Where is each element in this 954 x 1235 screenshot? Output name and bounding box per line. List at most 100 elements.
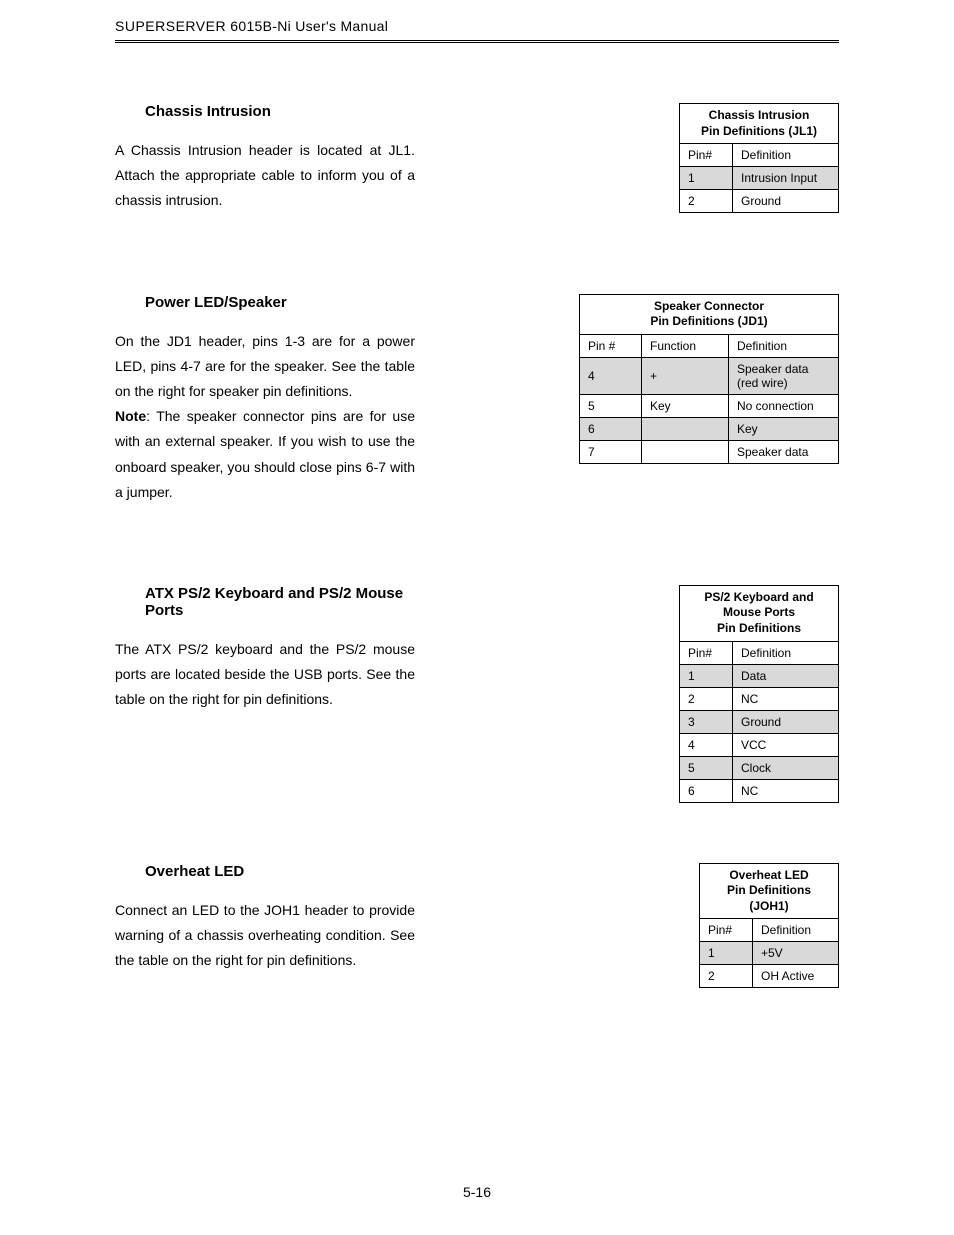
ps2-col1: Pin# [680,641,733,664]
cell: Key [642,394,729,417]
table-row: 6 Key [580,417,839,440]
section-chassis-intrusion: Chassis Intrusion A Chassis Intrusion he… [115,103,839,214]
speaker-col3: Definition [729,334,839,357]
section-overheat: Overheat LED Connect an LED to the JOH1 … [115,863,839,989]
ps2-table-col: PS/2 Keyboard and Mouse Ports Pin Defini… [455,585,839,803]
speaker-table: Speaker Connector Pin Definitions (JD1) … [579,294,839,464]
table-row: 5 Key No connection [580,394,839,417]
cell: Ground [733,190,839,213]
overheat-col1: Pin# [700,919,753,942]
cell: 2 [680,190,733,213]
cell: OH Active [753,965,839,988]
overheat-table-title: Overheat LED Pin Definitions (JOH1) [700,863,839,919]
page-header: SUPERSERVER 6015B-Ni User's Manual [115,18,839,43]
ps2-body: The ATX PS/2 keyboard and the PS/2 mouse… [115,637,415,713]
overheat-table-title3: (JOH1) [749,899,788,913]
speaker-body: On the JD1 header, pins 1-3 are for a po… [115,329,415,505]
cell: 2 [700,965,753,988]
table-row: 4 + Speaker data (red wire) [580,357,839,394]
overheat-table: Overheat LED Pin Definitions (JOH1) Pin#… [699,863,839,989]
speaker-body-before: On the JD1 header, pins 1-3 are for a po… [115,333,415,399]
chassis-text-col: Chassis Intrusion A Chassis Intrusion he… [115,103,455,214]
speaker-table-title2: Pin Definitions (JD1) [650,314,767,328]
cell: Intrusion Input [733,167,839,190]
overheat-table-title2: Pin Definitions [727,883,811,897]
ps2-table-title1: PS/2 Keyboard and [704,590,813,604]
cell: + [642,357,729,394]
cell: Clock [733,756,839,779]
ps2-heading: ATX PS/2 Keyboard and PS/2 Mouse Ports [115,585,415,619]
speaker-col1: Pin # [580,334,642,357]
page-number: 5-16 [0,1184,954,1200]
cell: 5 [580,394,642,417]
ps2-table-title: PS/2 Keyboard and Mouse Ports Pin Defini… [680,585,839,641]
cell: 7 [580,440,642,463]
cell: +5V [753,942,839,965]
chassis-table-title: Chassis Intrusion Pin Definitions (JL1) [680,104,839,144]
table-row: 6 NC [680,779,839,802]
chassis-col1: Pin# [680,144,733,167]
cell: Ground [733,710,839,733]
cell: 4 [580,357,642,394]
chassis-body: A Chassis Intrusion header is located at… [115,138,415,214]
cell: No connection [729,394,839,417]
speaker-table-col: Speaker Connector Pin Definitions (JD1) … [455,294,839,464]
overheat-heading: Overheat LED [115,863,415,880]
cell: 5 [680,756,733,779]
overheat-col2: Definition [753,919,839,942]
page: SUPERSERVER 6015B-Ni User's Manual Chass… [0,0,954,1235]
cell: 3 [680,710,733,733]
cell [642,417,729,440]
table-row: 5 Clock [680,756,839,779]
cell: 4 [680,733,733,756]
chassis-table: Chassis Intrusion Pin Definitions (JL1) … [679,103,839,213]
section-ps2: ATX PS/2 Keyboard and PS/2 Mouse Ports T… [115,585,839,803]
section-power-led-speaker: Power LED/Speaker On the JD1 header, pin… [115,294,839,505]
table-row: 1 Intrusion Input [680,167,839,190]
speaker-table-title: Speaker Connector Pin Definitions (JD1) [580,294,839,334]
overheat-table-col: Overheat LED Pin Definitions (JOH1) Pin#… [455,863,839,989]
cell: NC [733,687,839,710]
ps2-table: PS/2 Keyboard and Mouse Ports Pin Defini… [679,585,839,803]
speaker-text-col: Power LED/Speaker On the JD1 header, pin… [115,294,455,505]
table-row: 2 OH Active [700,965,839,988]
table-row: 7 Speaker data [580,440,839,463]
chassis-col2: Definition [733,144,839,167]
table-row: 1 Data [680,664,839,687]
cell: Speaker data (red wire) [729,357,839,394]
overheat-body: Connect an LED to the JOH1 header to pro… [115,898,415,974]
cell: 1 [680,167,733,190]
chassis-table-title1: Chassis Intrusion [709,108,810,122]
cell: NC [733,779,839,802]
cell: 2 [680,687,733,710]
chassis-heading: Chassis Intrusion [115,103,415,120]
speaker-heading: Power LED/Speaker [115,294,415,311]
ps2-text-col: ATX PS/2 Keyboard and PS/2 Mouse Ports T… [115,585,455,713]
table-row: 1 +5V [700,942,839,965]
overheat-text-col: Overheat LED Connect an LED to the JOH1 … [115,863,455,974]
ps2-table-title3: Pin Definitions [717,621,801,635]
overheat-table-title1: Overheat LED [729,868,808,882]
cell: 1 [700,942,753,965]
cell: Data [733,664,839,687]
speaker-note-label: Note [115,408,146,424]
cell: VCC [733,733,839,756]
ps2-table-title2: Mouse Ports [723,605,795,619]
chassis-table-col: Chassis Intrusion Pin Definitions (JL1) … [455,103,839,213]
header-model: 6015B-Ni User's Manual [230,18,388,34]
speaker-note-body: : The speaker connector pins are for use… [115,408,415,500]
table-row: 3 Ground [680,710,839,733]
speaker-col2: Function [642,334,729,357]
table-row: 4 VCC [680,733,839,756]
cell: Speaker data [729,440,839,463]
cell [642,440,729,463]
speaker-table-title1: Speaker Connector [654,299,764,313]
header-brand: SUPERSERVER [115,18,226,34]
cell: 6 [580,417,642,440]
cell: Key [729,417,839,440]
table-row: 2 NC [680,687,839,710]
cell: 1 [680,664,733,687]
cell: 6 [680,779,733,802]
table-row: 2 Ground [680,190,839,213]
ps2-col2: Definition [733,641,839,664]
